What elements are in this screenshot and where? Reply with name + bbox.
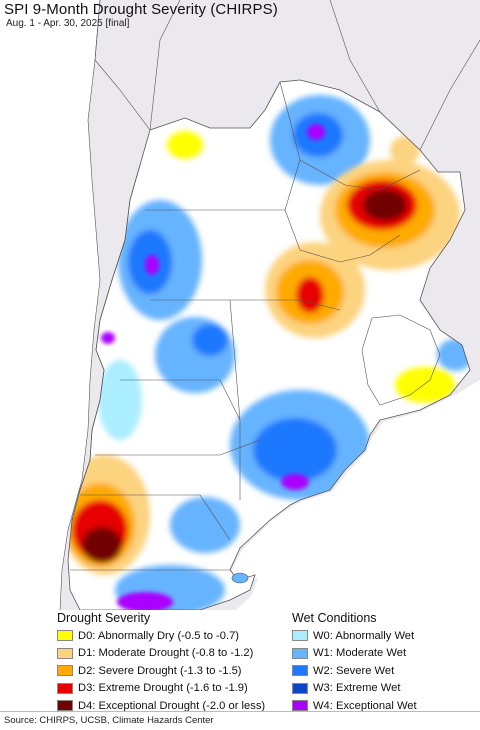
wet-patch-central-west-core	[192, 324, 228, 356]
legend-item-w3: W3: Extreme Wet	[292, 680, 417, 698]
exceptional-wet-north	[307, 124, 325, 140]
legend-label-d0: D0: Abnormally Dry (-0.5 to -0.7)	[78, 629, 240, 642]
swatch-d1	[57, 647, 73, 659]
legend-item-w2: W2: Severe Wet	[292, 662, 417, 680]
border-province-2	[150, 299, 341, 311]
map-subtitle: Aug. 1 - Apr. 30, 2025 [final]	[6, 18, 130, 29]
atlantic-ocean	[232, 380, 480, 610]
wet-patch-central-west	[155, 317, 235, 393]
legend-item-w0: W0: Abnormally Wet	[292, 627, 417, 645]
exceptional-wet-pampas	[281, 474, 309, 490]
drought-legend: D0: Abnormally Dry (-0.5 to -0.7) D1: Mo…	[57, 627, 265, 715]
dry-patch-uruguay	[395, 367, 455, 403]
admin-borders	[70, 81, 441, 571]
legend-label-d2: D2: Severe Drought (-1.3 to -1.5)	[78, 664, 242, 677]
wet-legend: W0: Abnormally Wet W1: Moderate Wet W2: …	[292, 627, 417, 715]
drought-map	[0, 0, 480, 610]
swatch-d4	[57, 700, 73, 712]
swatch-w3	[292, 682, 308, 694]
legend-item-d2: D2: Severe Drought (-1.3 to -1.5)	[57, 662, 265, 680]
legend-label-w4: W4: Exceptional Wet	[313, 699, 417, 712]
dry-patch-northeast-exceptional	[363, 189, 407, 221]
swatch-w1	[292, 647, 308, 659]
exceptional-wet-south	[117, 592, 173, 610]
border-uruguay	[361, 314, 441, 406]
exceptional-wet-west	[101, 332, 115, 344]
border-province-5	[80, 494, 231, 541]
drought-legend-heading: Drought Severity	[57, 611, 151, 625]
swatch-w2	[292, 665, 308, 677]
legend-label-w2: W2: Severe Wet	[313, 664, 395, 677]
wet-patch-south-center	[170, 497, 240, 553]
border-chile-argentina	[79, 164, 141, 491]
legend-label-d3: D3: Extreme Drought (-1.6 to -1.9)	[78, 682, 248, 695]
legend-item-d4: D4: Exceptional Drought (-2.0 or less)	[57, 697, 265, 715]
legend-label-w0: W0: Abnormally Wet	[313, 629, 415, 642]
source-credit: Source: CHIRPS, UCSB, Climate Hazards Ce…	[4, 715, 214, 726]
legend-item-d0: D0: Abnormally Dry (-0.5 to -0.7)	[57, 627, 265, 645]
dry-patch-north-yellow	[167, 131, 203, 159]
swatch-d0	[57, 630, 73, 642]
footer-divider	[0, 711, 480, 712]
wet-patch-pampas-core	[253, 418, 337, 482]
wet-patch-west-andes	[98, 360, 142, 440]
legend-label-w3: W3: Extreme Wet	[313, 682, 401, 695]
falkland-island	[231, 572, 249, 584]
border-province-4	[95, 439, 261, 456]
legend-item-d3: D3: Extreme Drought (-1.6 to -1.9)	[57, 680, 265, 698]
dry-patch-southwest-exceptional	[82, 527, 122, 563]
legend-label-d4: D4: Exceptional Drought (-2.0 or less)	[78, 699, 266, 712]
swatch-w0	[292, 630, 308, 642]
border-north-countries	[94, 0, 480, 151]
chile-coastline	[59, 0, 101, 610]
border-paraguay-argentina	[284, 159, 401, 263]
border-province-3	[120, 379, 241, 421]
border-province-7	[229, 299, 241, 500]
legend-label-d1: D1: Moderate Drought (-0.8 to -1.2)	[78, 647, 254, 660]
exceptional-wet-northwest	[145, 255, 159, 275]
swatch-w4	[292, 700, 308, 712]
legend-label-w1: W1: Moderate Wet	[313, 647, 407, 660]
dry-patch-chaco-extreme	[296, 277, 324, 313]
swatch-d3	[57, 682, 73, 694]
spi-anomaly-layer	[68, 95, 470, 610]
wet-legend-heading: Wet Conditions	[292, 611, 377, 625]
legend-item-w4: W4: Exceptional Wet	[292, 697, 417, 715]
legend-item-d1: D1: Moderate Drought (-0.8 to -1.2)	[57, 645, 265, 663]
pacific-ocean	[0, 0, 100, 610]
legend-item-w1: W1: Moderate Wet	[292, 645, 417, 663]
map-title: SPI 9-Month Drought Severity (CHIRPS)	[4, 1, 278, 18]
border-bolivia-paraguay	[279, 81, 421, 191]
swatch-d2	[57, 665, 73, 677]
